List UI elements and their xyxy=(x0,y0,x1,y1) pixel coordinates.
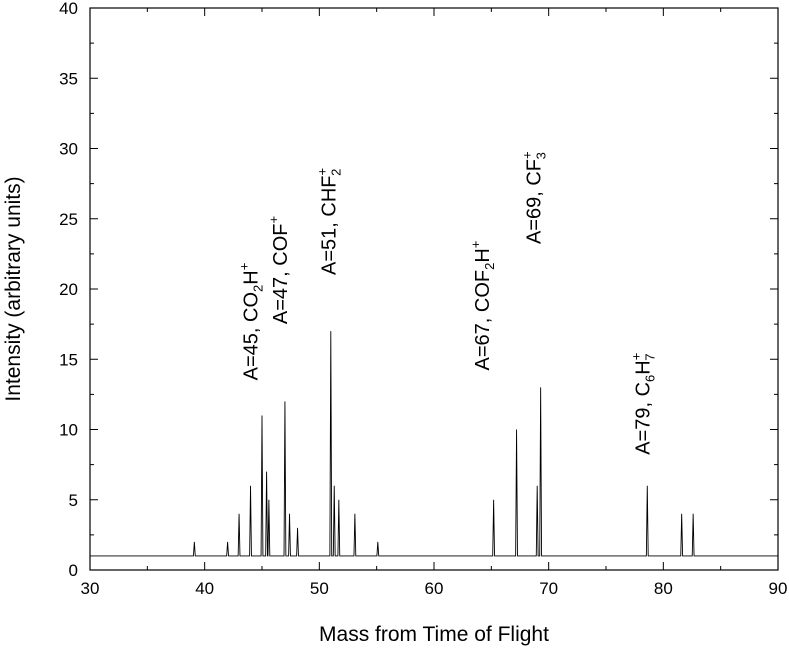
y-tick-labels: 0 5 10 15 20 25 30 35 40 xyxy=(59,0,78,580)
y-tick-label: 0 xyxy=(69,561,78,580)
peak-annotations: A=45, CO2H+ A=47, COF+ A=51, CHF+2 A=67, CO… xyxy=(236,151,657,454)
spectrum-line xyxy=(90,331,778,557)
peak-annotation: A=79, C6H+7 xyxy=(629,353,658,455)
y-tick-label: 25 xyxy=(59,210,78,229)
x-tick-label: 70 xyxy=(539,579,558,598)
y-tick-label: 35 xyxy=(59,69,78,88)
y-tick-label: 40 xyxy=(59,0,78,18)
x-tick-label: 30 xyxy=(81,579,100,598)
peak-annotation: A=47, COF+ xyxy=(266,216,292,324)
y-tick-label: 20 xyxy=(59,280,78,299)
peak-annotation: A=69, CF+3 xyxy=(520,151,549,244)
x-tick-label: 80 xyxy=(654,579,673,598)
x-axis-title: Mass from Time of Flight xyxy=(319,623,549,646)
x-tick-label: 50 xyxy=(310,579,329,598)
y-tick-label: 30 xyxy=(59,140,78,159)
y-tick-label: 10 xyxy=(59,421,78,440)
peak-annotation: A=67, COF2H+ xyxy=(468,241,497,371)
x-tick-labels: 30 40 50 60 70 80 90 xyxy=(81,579,788,598)
peak-annotation: A=51, CHF+2 xyxy=(314,168,343,275)
y-axis-title: Intensity (arbitrary units) xyxy=(2,176,25,401)
peak-annotation: A=45, CO2H+ xyxy=(236,263,265,381)
y-tick-label: 5 xyxy=(69,491,78,510)
x-tick-label: 60 xyxy=(425,579,444,598)
y-tick-label: 15 xyxy=(59,350,78,369)
axis-ticks xyxy=(89,7,779,571)
x-tick-label: 40 xyxy=(195,579,214,598)
x-tick-label: 90 xyxy=(769,579,788,598)
plot-frame xyxy=(89,7,779,571)
